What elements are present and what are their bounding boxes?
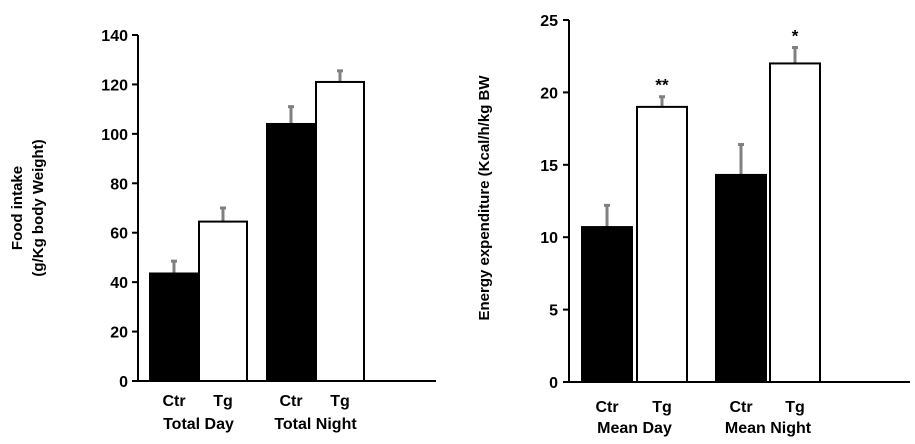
group-label: Total Day: [163, 416, 234, 433]
bar-label: Tg: [652, 399, 672, 416]
chart-2: 0 5 10 15 20 25 Energy expenditure (Kcal/h/kg …: [476, 13, 910, 437]
bar-tg: [315, 80, 365, 382]
y-tick-label: 20: [540, 85, 558, 102]
y-tick-label: 80: [110, 176, 128, 193]
y-tick-label: 0: [119, 374, 128, 391]
y-tick-label: 60: [110, 226, 128, 243]
y-tick-label: 15: [540, 158, 558, 175]
bar-ctr: [581, 226, 633, 383]
bar-label: Tg: [785, 399, 805, 416]
bar-label: Ctr: [279, 393, 302, 410]
chart-1: 0 20 40 60 80 100 120 140 Food intake (g/Kg body …: [9, 28, 436, 433]
group-label: Mean Night: [725, 420, 812, 437]
bar-ctr: [715, 173, 767, 383]
y-tick-label: 10: [540, 230, 558, 247]
bar-ctr: [266, 122, 316, 382]
bar-tg: [769, 62, 821, 383]
y-tick-label: 20: [110, 325, 128, 342]
y-tick-label: 100: [101, 127, 128, 144]
bar-label: Ctr: [595, 399, 618, 416]
y-tick-label: 120: [101, 77, 128, 94]
y-tick-label: 40: [110, 275, 128, 292]
significance-marker: *: [792, 27, 799, 46]
group-label: Mean Day: [597, 420, 672, 437]
bar-label: Ctr: [162, 393, 185, 410]
group-label: Total Night: [274, 416, 357, 433]
y-axis-label: Energy expenditure (Kcal/h/kg BW: [476, 75, 493, 321]
bar-tg: [198, 220, 248, 382]
bar-label: Ctr: [729, 399, 752, 416]
bar-label: Tg: [213, 393, 233, 410]
y-axis-label: (g/Kg body Weight): [30, 139, 47, 276]
y-tick-label: 140: [101, 28, 128, 45]
significance-marker: **: [655, 76, 669, 95]
bar-ctr: [149, 272, 199, 382]
bar-tg: [636, 105, 688, 383]
y-tick-label: 25: [540, 13, 558, 30]
y-tick-label: 0: [549, 375, 558, 392]
y-axis-label: Food intake: [9, 166, 26, 250]
bar-label: Tg: [330, 393, 350, 410]
y-tick-label: 5: [549, 303, 558, 320]
